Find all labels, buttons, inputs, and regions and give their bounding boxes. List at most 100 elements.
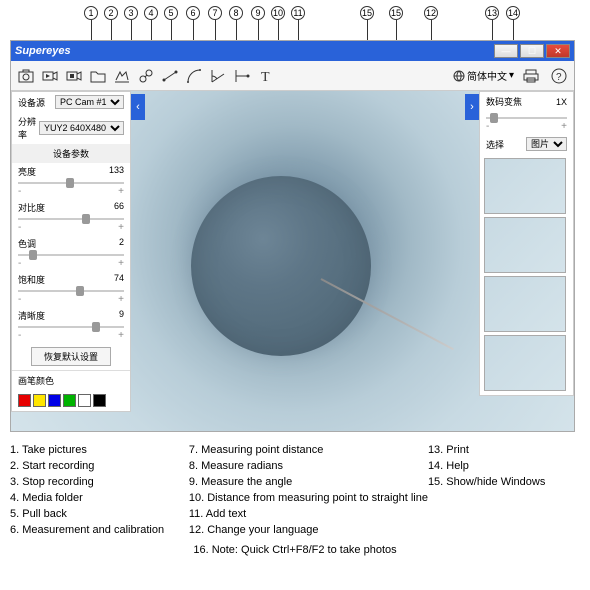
stop-recording-button[interactable]: [63, 65, 85, 87]
slider-value: 133: [109, 165, 124, 178]
callout-marker: 6: [186, 6, 200, 20]
slider-3[interactable]: [18, 289, 124, 293]
callout-marker: 5: [164, 6, 178, 20]
select-label: 选择: [486, 138, 504, 151]
legend-item: 15. Show/hide Windows: [428, 476, 580, 488]
print-button[interactable]: [520, 65, 542, 87]
callout-marker: 10: [271, 6, 285, 20]
add-text-button[interactable]: T: [255, 65, 277, 87]
close-button[interactable]: ✕: [546, 44, 570, 58]
globe-icon: [453, 70, 465, 82]
help-button[interactable]: ?: [548, 65, 570, 87]
toolbar: T 简体中文 ▾ ?: [11, 61, 574, 91]
color-swatch[interactable]: [18, 394, 31, 407]
resolution-select[interactable]: YUY2 640X480: [39, 121, 124, 135]
device-label: 设备源: [18, 96, 45, 109]
color-swatch[interactable]: [78, 394, 91, 407]
slider-value: 2: [119, 237, 124, 250]
app-window: Supereyes — ☐ ✕ T 简体中文 ▾: [10, 40, 575, 432]
point-distance-button[interactable]: [159, 65, 181, 87]
app-title: Supereyes: [15, 45, 71, 57]
slider-label: 饱和度: [18, 273, 45, 286]
legend-item: 13. Print: [428, 444, 580, 456]
legend-item: 8. Measure radians: [189, 460, 428, 472]
window-buttons: — ☐ ✕: [494, 44, 570, 58]
zoom-value: 1X: [556, 97, 567, 107]
slider-label: 色调: [18, 237, 36, 250]
zoom-slider[interactable]: [486, 116, 567, 120]
legend-item: 9. Measure the angle: [189, 476, 428, 488]
toggle-right-panel[interactable]: ›: [465, 94, 479, 120]
slider-0[interactable]: [18, 181, 124, 185]
media-type-select[interactable]: 图片: [526, 137, 567, 151]
callout-marker: 15: [389, 6, 403, 20]
media-folder-button[interactable]: [87, 65, 109, 87]
legend-item: 10. Distance from measuring point to str…: [189, 492, 428, 504]
svg-text:?: ?: [556, 72, 562, 83]
legend-item: [428, 492, 580, 504]
legend-item: 3. Stop recording: [10, 476, 189, 488]
callout-marker: 11: [291, 6, 305, 20]
slider-2[interactable]: [18, 253, 124, 257]
toggle-left-panel[interactable]: ‹: [131, 94, 145, 120]
zoom-label: 数码变焦: [486, 95, 522, 108]
language-selector[interactable]: 简体中文 ▾: [453, 68, 514, 83]
legend-item: [428, 524, 580, 536]
line-distance-button[interactable]: [231, 65, 253, 87]
pullback-button[interactable]: [111, 65, 133, 87]
color-swatch[interactable]: [33, 394, 46, 407]
slider-value: 66: [114, 201, 124, 214]
color-swatch[interactable]: [63, 394, 76, 407]
specimen-cell: [191, 176, 371, 356]
reset-defaults-button[interactable]: 恢复默认设置: [31, 347, 111, 366]
language-label: 简体中文: [467, 68, 507, 83]
slider-value: 74: [114, 273, 124, 286]
left-panel: 设备源 PC Cam #1 分辨率 YUY2 640X480 设备参数 亮度13…: [11, 91, 131, 412]
angle-button[interactable]: [207, 65, 229, 87]
callout-marker: 12: [424, 6, 438, 20]
legend-item: 1. Take pictures: [10, 444, 189, 456]
radians-button[interactable]: [183, 65, 205, 87]
pen-color-label: 画笔颜色: [18, 374, 54, 387]
chevron-down-icon: ▾: [509, 70, 514, 81]
callout-marker: 4: [144, 6, 158, 20]
resolution-label: 分辨率: [18, 115, 39, 141]
thumbnail[interactable]: [484, 276, 566, 332]
legend-item: 14. Help: [428, 460, 580, 472]
thumbnail[interactable]: [484, 217, 566, 273]
slider-1[interactable]: [18, 217, 124, 221]
slider-4[interactable]: [18, 325, 124, 329]
thumbnail[interactable]: [484, 335, 566, 391]
callout-marker: 2: [104, 6, 118, 20]
legend-item: [428, 508, 580, 520]
color-swatch[interactable]: [48, 394, 61, 407]
callout-marker: 3: [124, 6, 138, 20]
take-picture-button[interactable]: [15, 65, 37, 87]
right-panel: 数码变焦 1X -+ 选择 图片: [479, 91, 574, 396]
callout-marker: 14: [506, 6, 520, 20]
legend-item: 7. Measuring point distance: [189, 444, 428, 456]
legend-item: 6. Measurement and calibration: [10, 524, 189, 536]
device-select[interactable]: PC Cam #1: [55, 95, 124, 109]
legend-note: 16. Note: Quick Ctrl+F8/F2 to take photo…: [0, 544, 590, 556]
callout-marker: 9: [251, 6, 265, 20]
legend-item: 11. Add text: [189, 508, 428, 520]
titlebar: Supereyes — ☐ ✕: [11, 41, 574, 61]
callout-marker: 8: [229, 6, 243, 20]
start-recording-button[interactable]: [39, 65, 61, 87]
settings-header: 设备参数: [12, 144, 130, 163]
slider-value: 9: [119, 309, 124, 322]
legend-item: 2. Start recording: [10, 460, 189, 472]
callout-marker: 1: [84, 6, 98, 20]
calibration-button[interactable]: [135, 65, 157, 87]
main-area: 设备源 PC Cam #1 分辨率 YUY2 640X480 设备参数 亮度13…: [11, 91, 574, 431]
minimize-button[interactable]: —: [494, 44, 518, 58]
thumbnail[interactable]: [484, 158, 566, 214]
callout-marker: 7: [208, 6, 222, 20]
legend-item: 4. Media folder: [10, 492, 189, 504]
svg-text:T: T: [261, 70, 270, 84]
legend-item: 12. Change your language: [189, 524, 428, 536]
maximize-button[interactable]: ☐: [520, 44, 544, 58]
color-swatch[interactable]: [93, 394, 106, 407]
legend-item: 5. Pull back: [10, 508, 189, 520]
